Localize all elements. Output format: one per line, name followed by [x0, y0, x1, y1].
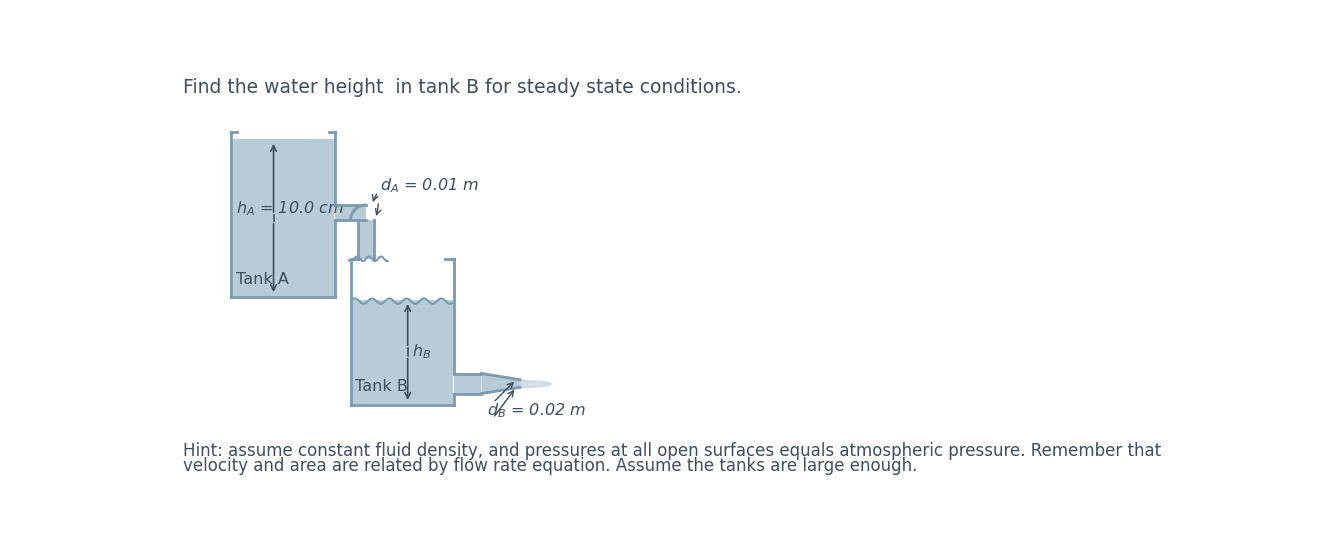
Text: velocity and area are related by flow rate equation. Assume the tanks are large : velocity and area are related by flow ra… — [184, 456, 918, 474]
Text: $h_B$: $h_B$ — [411, 342, 431, 361]
Text: Tank A: Tank A — [235, 271, 289, 287]
Polygon shape — [481, 373, 520, 394]
Text: Tank B: Tank B — [355, 379, 408, 394]
Bar — [233, 139, 334, 296]
Bar — [358, 220, 374, 259]
Bar — [352, 300, 454, 403]
Text: $d_A$ = 0.01 m: $d_A$ = 0.01 m — [380, 176, 479, 195]
Text: $h_A$ = 10.0 cm: $h_A$ = 10.0 cm — [235, 199, 343, 218]
Bar — [335, 205, 366, 220]
Text: $d_B$ = 0.02 m: $d_B$ = 0.02 m — [487, 401, 587, 420]
Text: Find the water height  in tank B for steady state conditions.: Find the water height in tank B for stea… — [184, 78, 742, 97]
Bar — [455, 373, 481, 394]
Text: Hint: assume constant fluid density, and pressures at all open surfaces equals a: Hint: assume constant fluid density, and… — [184, 442, 1161, 460]
Polygon shape — [351, 205, 366, 220]
